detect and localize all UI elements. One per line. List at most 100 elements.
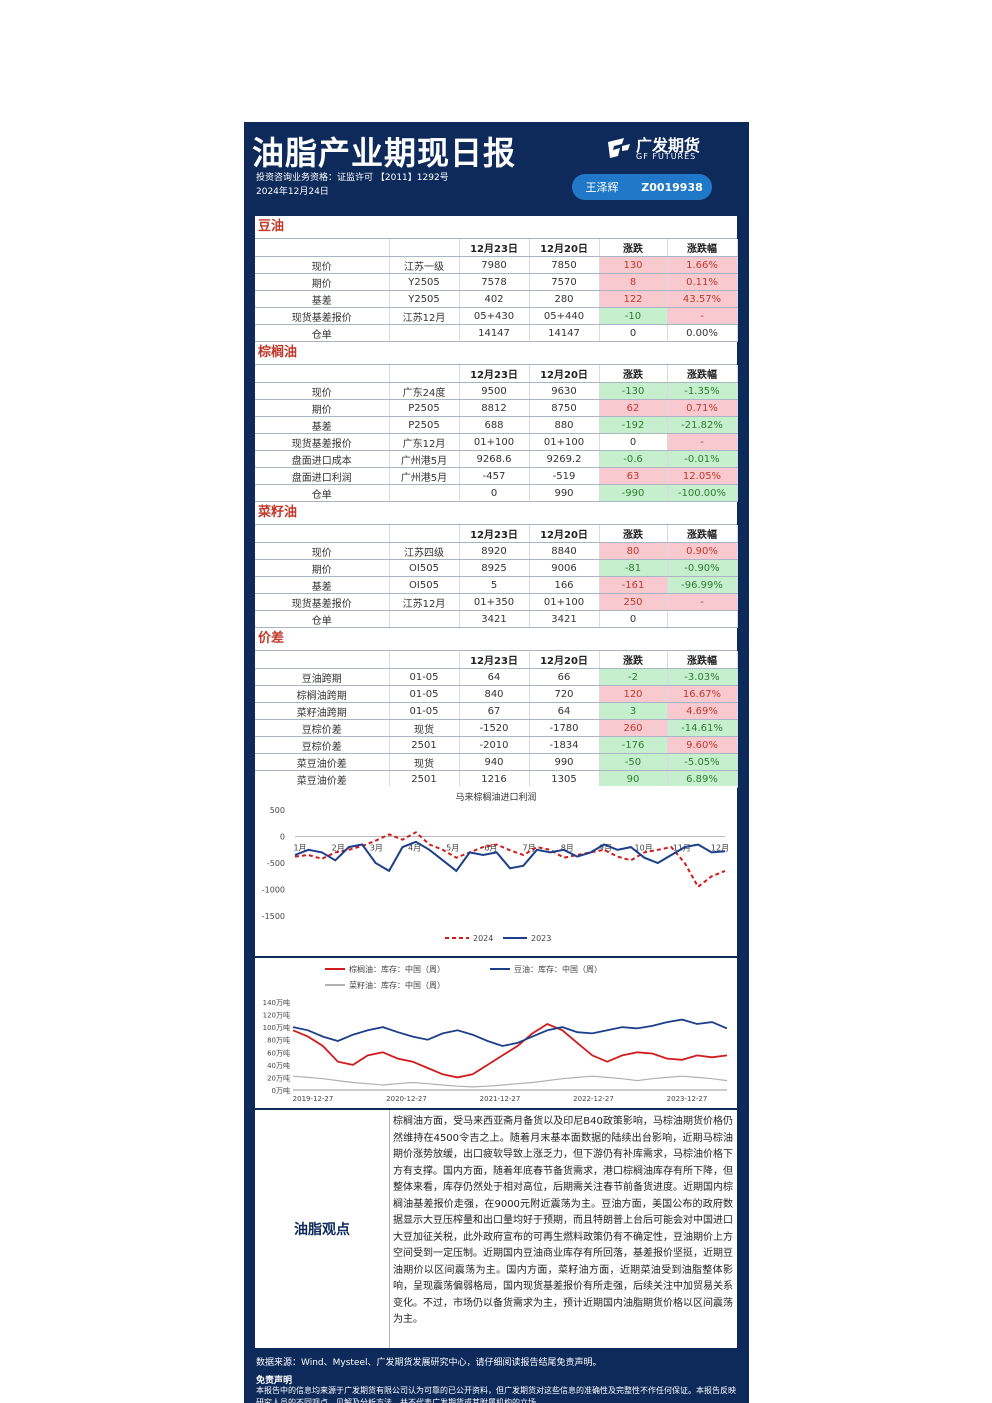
value-change-pct: - — [667, 593, 738, 611]
column-header: 涨跌 — [599, 239, 668, 257]
row-spec: 现货 — [389, 753, 460, 771]
legend-label: 棕榈油：库存：中国（周） — [349, 964, 445, 974]
table-row: 基差 P2505 688 880 -192 -21.82% — [255, 416, 738, 434]
table-header-row: 12月23日 12月20日 涨跌 涨跌幅 — [255, 525, 738, 543]
value-change: -130 — [599, 382, 668, 400]
value-change-pct: 0.00% — [667, 324, 738, 342]
value-change: 260 — [599, 719, 668, 737]
column-header — [255, 239, 390, 257]
value-current: -2010 — [459, 736, 530, 754]
value-change-pct: -14.61% — [667, 719, 738, 737]
report-title: 油脂产业期现日报 — [252, 134, 517, 172]
y-tick-label: -1000 — [262, 886, 285, 895]
x-tick-label: 2022-12-27 — [573, 1095, 614, 1103]
table-row: 现价 江苏一级 7980 7850 130 1.66% — [255, 256, 738, 274]
value-change: 250 — [599, 593, 668, 611]
value-previous: 720 — [529, 685, 600, 703]
row-spec: 2501 — [389, 770, 460, 788]
series-line-1 — [292, 1018, 728, 1047]
y-tick-label: 20万吨 — [267, 1073, 290, 1082]
value-current: 67 — [459, 702, 530, 720]
table-row: 仓单 0 990 -990 -100.00% — [255, 484, 738, 502]
value-change-pct: 16.67% — [667, 685, 738, 703]
value-current: 05+430 — [459, 307, 530, 325]
table-row: 现价 江苏四级 8920 8840 80 0.90% — [255, 542, 738, 560]
x-tick-label: 2019-12-27 — [293, 1095, 334, 1103]
column-header — [255, 365, 390, 383]
column-header: 涨跌幅 — [667, 239, 738, 257]
row-name: 现货基差报价 — [255, 593, 390, 611]
row-name: 豆棕价差 — [255, 736, 390, 754]
row-name: 现价 — [255, 382, 390, 400]
row-name: 现价 — [255, 542, 390, 560]
column-header — [389, 365, 460, 383]
value-change: -2 — [599, 668, 668, 686]
value-change-pct: -96.99% — [667, 576, 738, 594]
analyst-name: 王泽辉 — [585, 181, 619, 194]
value-change-pct — [667, 610, 738, 628]
table-row: 期价 OI505 8925 9006 -81 -0.90% — [255, 559, 738, 577]
chart-title: 马来棕榈油进口利润 — [455, 791, 536, 803]
value-change-pct: -3.03% — [667, 668, 738, 686]
x-tick-label: 2月 — [332, 844, 345, 853]
value-current: 0 — [459, 484, 530, 502]
row-name: 仓单 — [255, 610, 390, 628]
disclaimer-body: 本报告中的信息均来源于广发期货有限公司认为可靠的已公开资料，但广发期货对这些信息… — [256, 1386, 736, 1403]
legend-label: 豆油：库存：中国（周） — [514, 964, 602, 974]
table-row: 基差 Y2505 402 280 122 43.57% — [255, 290, 738, 308]
y-tick-label: 60万吨 — [267, 1048, 290, 1057]
y-tick-label: 500 — [270, 806, 285, 815]
value-current: 9268.6 — [459, 450, 530, 468]
row-spec — [389, 484, 460, 502]
row-name: 菜豆油价差 — [255, 770, 390, 788]
value-current: 8812 — [459, 399, 530, 417]
value-change-pct: 43.57% — [667, 290, 738, 308]
value-change-pct: -0.90% — [667, 559, 738, 577]
column-header: 12月23日 — [459, 365, 530, 383]
value-current: 402 — [459, 290, 530, 308]
row-name: 菜籽油跨期 — [255, 702, 390, 720]
value-current: -457 — [459, 467, 530, 485]
value-change-pct: - — [667, 307, 738, 325]
value-current: 9500 — [459, 382, 530, 400]
report-sheet: 油脂产业期现日报 投资咨询业务资格：证监许可 【2011】1292号 2024年… — [244, 122, 749, 1403]
value-previous: 280 — [529, 290, 600, 308]
inventory-svg: 棕榈油：库存：中国（周） 豆油：库存：中国（周） 菜籽油：库存：中国（周） 140万吨… — [263, 964, 728, 1103]
row-name: 豆棕价差 — [255, 719, 390, 737]
data-table: 12月23日 12月20日 涨跌 涨跌幅 现价 江苏一级 7980 7850 130 1.66% 期… — [255, 239, 738, 342]
value-previous: 7570 — [529, 273, 600, 291]
x-tick-label: 2020-12-27 — [386, 1095, 427, 1103]
value-previous: 8840 — [529, 542, 600, 560]
table-row: 豆棕价差 现货 -1520 -1780 260 -14.61% — [255, 719, 738, 737]
y-tick-label: -1500 — [262, 912, 285, 921]
value-change: -10 — [599, 307, 668, 325]
value-current: 14147 — [459, 324, 530, 342]
data-tables: 豆油 12月23日 12月20日 涨跌 涨跌幅 现价 江苏一级 7980 7850 130 1.66… — [255, 216, 738, 788]
logo-cn: 广发期货 — [636, 136, 701, 155]
table-row: 基差 OI505 5 166 -161 -96.99% — [255, 576, 738, 594]
row-spec: 01-05 — [389, 685, 460, 703]
value-current: 840 — [459, 685, 530, 703]
column-header — [389, 651, 460, 669]
section-title: 棕榈油 — [255, 342, 737, 365]
disclaimer-title: 免责声明 — [256, 1376, 293, 1386]
value-change-pct: - — [667, 433, 738, 451]
value-change-pct: -21.82% — [667, 416, 738, 434]
value-previous: 66 — [529, 668, 600, 686]
row-spec: 现货 — [389, 719, 460, 737]
value-change: 130 — [599, 256, 668, 274]
x-tick-label: 9月 — [599, 844, 612, 853]
row-name: 盘面进口成本 — [255, 450, 390, 468]
value-current: 7578 — [459, 273, 530, 291]
value-change: 122 — [599, 290, 668, 308]
y-tick-label: 100万吨 — [263, 1023, 290, 1032]
row-name: 期价 — [255, 399, 390, 417]
row-spec — [389, 610, 460, 628]
section-title: 菜籽油 — [255, 502, 737, 525]
value-current: 8925 — [459, 559, 530, 577]
row-name: 期价 — [255, 559, 390, 577]
table-header-row: 12月23日 12月20日 涨跌 涨跌幅 — [255, 239, 738, 257]
value-change: 3 — [599, 702, 668, 720]
value-change-pct: 4.69% — [667, 702, 738, 720]
value-change: 0 — [599, 610, 668, 628]
